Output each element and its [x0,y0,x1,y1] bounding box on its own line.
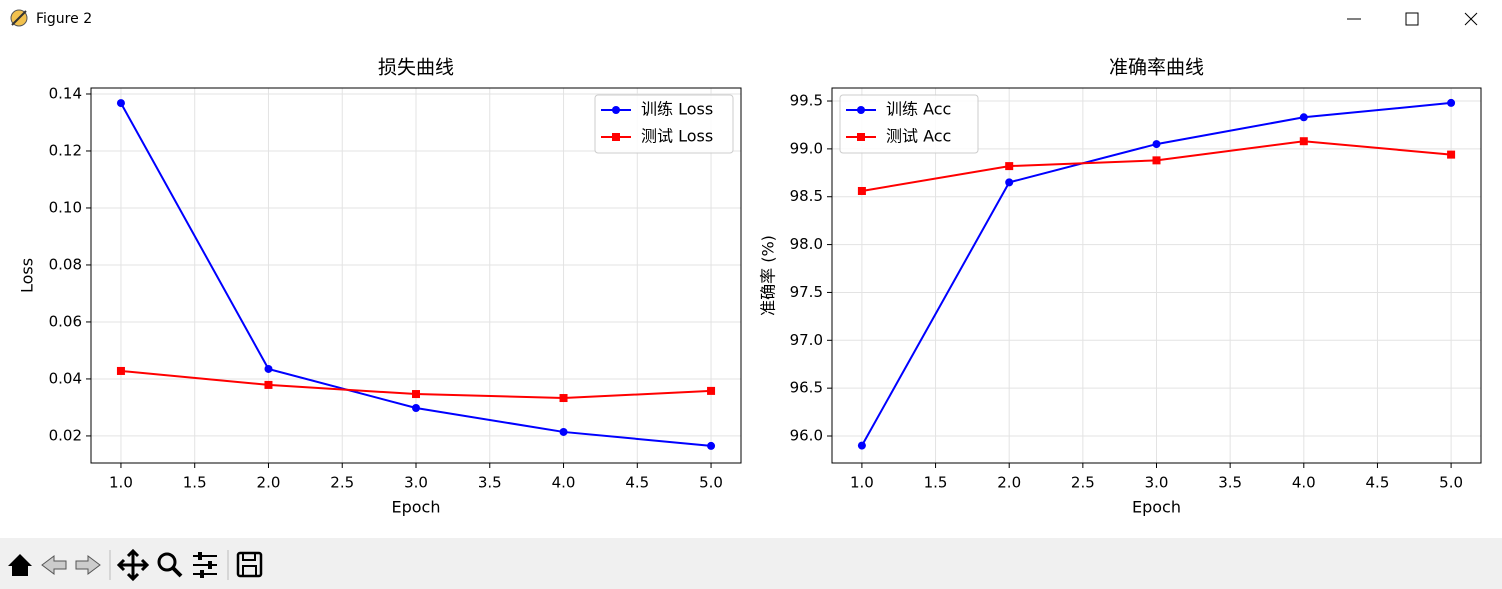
marker [1447,98,1456,107]
x-tick-label: 4.0 [552,474,576,492]
x-axis-label: Epoch [392,498,441,517]
configure-button[interactable] [193,552,217,578]
x-tick-label: 1.5 [183,474,207,492]
x-tick-label: 1.0 [109,474,133,492]
marker [707,386,716,395]
marker [412,390,420,399]
y-axis-label: 准确率 (%) [759,235,778,316]
y-tick-label: 98.0 [790,235,823,253]
legend-label: 测试 Loss [641,127,713,146]
pan-button[interactable] [116,548,150,582]
plot-frame [90,87,742,464]
marker [264,364,273,373]
toolbar [0,538,1502,589]
x-axis-label: Epoch [1132,498,1181,517]
marker [1447,150,1456,159]
legend-marker [612,106,620,114]
marker [1005,162,1014,171]
marker [707,441,716,450]
x-tick-label: 1.0 [850,474,874,492]
x-tick-label: 4.5 [625,474,649,492]
plot-frame [831,87,1482,464]
marker [1299,137,1308,146]
marker [1005,178,1014,187]
y-tick-label: 96.5 [790,379,823,397]
legend-marker [612,133,620,141]
window-title: Figure 2 [36,11,92,27]
zoom-button[interactable] [157,552,183,578]
app-icon [10,9,28,27]
y-tick-label: 0.04 [49,369,82,387]
marker [559,427,568,436]
chart-title: 损失曲线 [378,57,454,79]
legend-marker [857,106,865,114]
x-tick-label: 1.5 [924,474,948,492]
y-tick-label: 0.10 [49,198,82,216]
marker [1152,140,1161,149]
y-tick-label: 96.0 [790,427,823,445]
home-button[interactable] [8,554,32,576]
y-tick-label: 98.5 [790,187,823,205]
marker [559,394,568,403]
marker [412,404,420,413]
y-tick-label: 97.0 [790,331,823,349]
x-tick-label: 5.0 [1439,474,1463,492]
x-tick-label: 2.5 [1071,474,1095,492]
back-button[interactable] [41,555,67,575]
legend-label: 测试 Acc [886,127,951,146]
x-tick-label: 3.5 [1218,474,1242,492]
x-tick-label: 5.0 [699,474,723,492]
marker [264,380,273,389]
marker [857,186,866,195]
title-bar [0,0,1502,38]
y-axis-label: Loss [18,258,37,293]
legend-marker [857,133,865,141]
marker [1152,156,1161,165]
marker [1299,113,1308,122]
marker [857,441,866,450]
x-tick-label: 4.0 [1292,474,1316,492]
chart-title: 准确率曲线 [1109,57,1204,79]
marker [116,99,125,108]
legend-label: 训练 Acc [886,100,951,119]
x-tick-label: 3.0 [1145,474,1169,492]
forward-button[interactable] [75,555,101,575]
y-tick-label: 99.5 [790,92,823,110]
save-button[interactable] [236,551,263,578]
y-tick-label: 0.08 [49,255,82,273]
y-tick-label: 99.0 [790,139,823,157]
x-tick-label: 2.5 [330,474,354,492]
x-tick-label: 3.0 [404,474,428,492]
y-tick-label: 0.12 [49,141,82,159]
legend-label: 训练 Loss [641,100,713,119]
close-button[interactable] [1464,12,1478,26]
y-tick-label: 97.5 [790,283,823,301]
marker [116,366,125,375]
maximize-button[interactable] [1405,12,1419,26]
y-tick-label: 0.14 [49,84,82,102]
x-tick-label: 2.0 [997,474,1021,492]
x-tick-label: 4.5 [1366,474,1390,492]
x-tick-label: 3.5 [478,474,502,492]
x-tick-label: 2.0 [257,474,281,492]
y-tick-label: 0.06 [49,312,82,330]
y-tick-label: 0.02 [49,426,82,444]
